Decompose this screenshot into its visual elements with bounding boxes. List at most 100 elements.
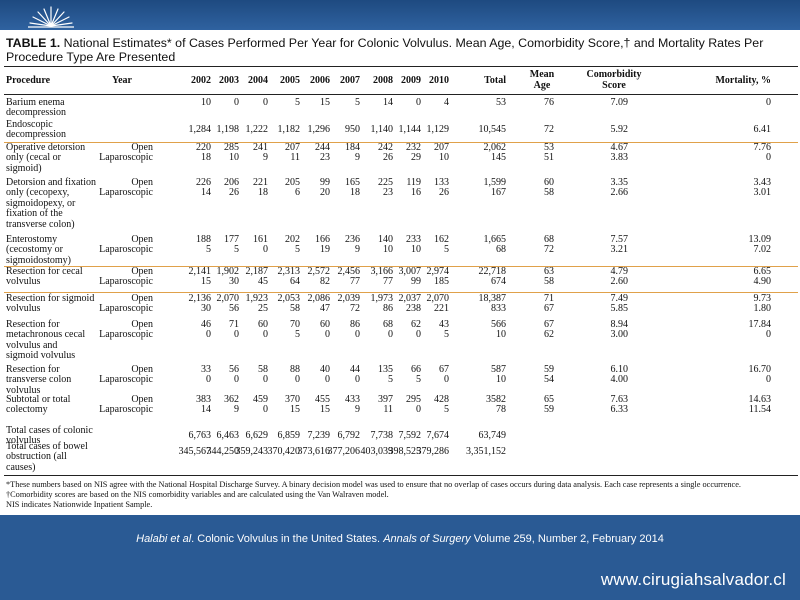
cell-value: 11 <box>383 404 393 416</box>
citation-title: . Colonic Volvulus in the United States. <box>191 533 381 545</box>
cell-value: 9.73 <box>753 293 772 304</box>
cell-value: 99 <box>411 276 421 288</box>
website-url: www.cirugiahsalvador.cl <box>600 570 786 589</box>
year-value-cell-2003: 206 26 <box>191 177 239 199</box>
year-value-cell-2010: 428 5 <box>401 394 449 416</box>
comorbidity-cell: 5.92 <box>588 124 629 135</box>
citation-authors: Halabi et al <box>136 533 192 545</box>
comorbidity-cell <box>588 447 628 457</box>
procedure-type: Laparoscopic <box>99 404 153 416</box>
footnote: †Comorbidity scores are based on the NIS… <box>6 490 389 499</box>
cell-value: 238 <box>406 303 421 315</box>
cell-value: 72 <box>350 303 360 315</box>
cell-value: 225 <box>378 177 393 188</box>
cell-value <box>588 447 628 457</box>
year-value-cell-2002: 10 <box>163 97 211 108</box>
cell-value: 0 <box>263 374 268 386</box>
cell-value: 162 <box>434 234 449 245</box>
cell-value: 0 <box>766 97 771 108</box>
year-value-cell-2003: 1,902 30 <box>191 266 240 288</box>
cell-value: 5 <box>416 374 421 386</box>
cell-value: 43 <box>439 319 449 330</box>
cell-value: 15 <box>320 97 330 108</box>
cell-value: 5 <box>388 374 393 386</box>
procedure-cell: Total cases of bowel obstruction (all ca… <box>6 441 88 473</box>
cell-value: 459 <box>253 394 268 405</box>
cell-value: 71 <box>229 319 239 330</box>
citation-volume: Volume 259, Number 2, February 2014 <box>473 533 664 545</box>
year-value-cell-2009: 0 <box>373 97 421 108</box>
cell-value: 1,923 <box>245 293 269 304</box>
year-value-cell-2010: 1,129 <box>401 124 450 135</box>
year-value-cell-2009: 119 16 <box>373 177 421 199</box>
cell-value: 362 <box>224 394 239 405</box>
year-value-cell-2006: 40 0 <box>282 364 330 386</box>
cell-value: 205 <box>285 177 300 188</box>
comorbidity-cell: 7.09 <box>588 97 629 108</box>
cell-value: 3.21 <box>610 244 629 256</box>
cell-value: 6,763 <box>188 430 212 441</box>
header-year: Year <box>112 75 132 86</box>
cell-value: 220 <box>196 142 211 153</box>
cell-value: 3582 <box>486 394 506 405</box>
table-number: TABLE 1. <box>6 36 61 50</box>
cell-value: 66 <box>411 364 421 375</box>
procedure-type: Laparoscopic <box>99 329 153 341</box>
cell-value: 167 <box>491 187 506 199</box>
procedure-type-cell <box>83 120 153 130</box>
footnote: *These numbers based on NIS agree with t… <box>6 480 741 489</box>
cell-value: 433 <box>345 394 360 405</box>
total-cell: 18,387 833 <box>450 293 507 315</box>
cell-value: 6,859 <box>277 430 301 441</box>
table-rule <box>4 94 798 95</box>
procedure-cell: Resection for transverse colon volvulus <box>6 364 72 396</box>
cell-value: 244 <box>315 142 330 153</box>
year-value-cell-2009: 3,007 99 <box>373 266 422 288</box>
cell-value: 0 <box>263 329 268 341</box>
top-bar <box>0 0 800 30</box>
year-value-cell-2008: 68 0 <box>345 319 393 341</box>
procedure-type <box>83 120 153 130</box>
year-value-cell-2002: 220 18 <box>163 142 211 164</box>
cell-value: 8.94 <box>610 319 629 330</box>
procedure-type-cell: Open Laparoscopic <box>83 266 153 288</box>
cell-value: 7,674 <box>426 430 450 441</box>
cell-value: 135 <box>378 364 393 375</box>
cell-value: 1,144 <box>398 124 422 135</box>
cell-value: 7.63 <box>610 394 629 405</box>
procedure-type: Laparoscopic <box>99 187 153 199</box>
total-cell: 1,599 167 <box>450 177 507 199</box>
cell-value: 1,129 <box>426 124 450 135</box>
year-value-cell-2009: 66 5 <box>373 364 421 386</box>
procedure-type: Laparoscopic <box>99 303 153 315</box>
year-value-cell-2010: 67 0 <box>401 364 449 386</box>
year-value-cell-2010: 2,974 185 <box>401 266 450 288</box>
cell-value: 14.63 <box>748 394 772 405</box>
mortality-cell <box>727 431 771 441</box>
cell-value: 1,182 <box>277 124 301 135</box>
cell-value: 1,296 <box>307 124 331 135</box>
year-value-cell-2004: 1,923 25 <box>220 293 269 315</box>
cell-value: 56 <box>229 364 239 375</box>
cell-value: 207 <box>434 142 449 153</box>
header-year-2007: 2007 <box>340 75 360 86</box>
cell-value: 4 <box>444 97 449 108</box>
cell-value: 18,387 <box>478 293 507 304</box>
procedure-type-cell: Open Laparoscopic <box>83 142 153 164</box>
cell-value: 7,239 <box>307 430 331 441</box>
year-value-cell-2002: 2,136 30 <box>163 293 212 315</box>
cell-value: 188 <box>196 234 211 245</box>
year-value-cell-2004: 221 18 <box>220 177 268 199</box>
procedure-type: Open <box>131 319 153 330</box>
cell-value: 26 <box>229 187 239 199</box>
cell-value: 6,463 <box>216 430 240 441</box>
cell-value: 379,286 <box>416 446 450 457</box>
cell-value: 59 <box>544 404 554 416</box>
procedure-cell: Total cases of colonic volvulus <box>6 425 93 447</box>
cell-value: 53 <box>496 97 506 108</box>
cell-value: 7.02 <box>753 244 772 256</box>
procedure-type-cell: Open Laparoscopic <box>83 394 153 416</box>
cell-value: 7.57 <box>610 234 629 245</box>
year-value-cell-2007: 184 9 <box>312 142 360 164</box>
cell-value: 285 <box>224 142 239 153</box>
